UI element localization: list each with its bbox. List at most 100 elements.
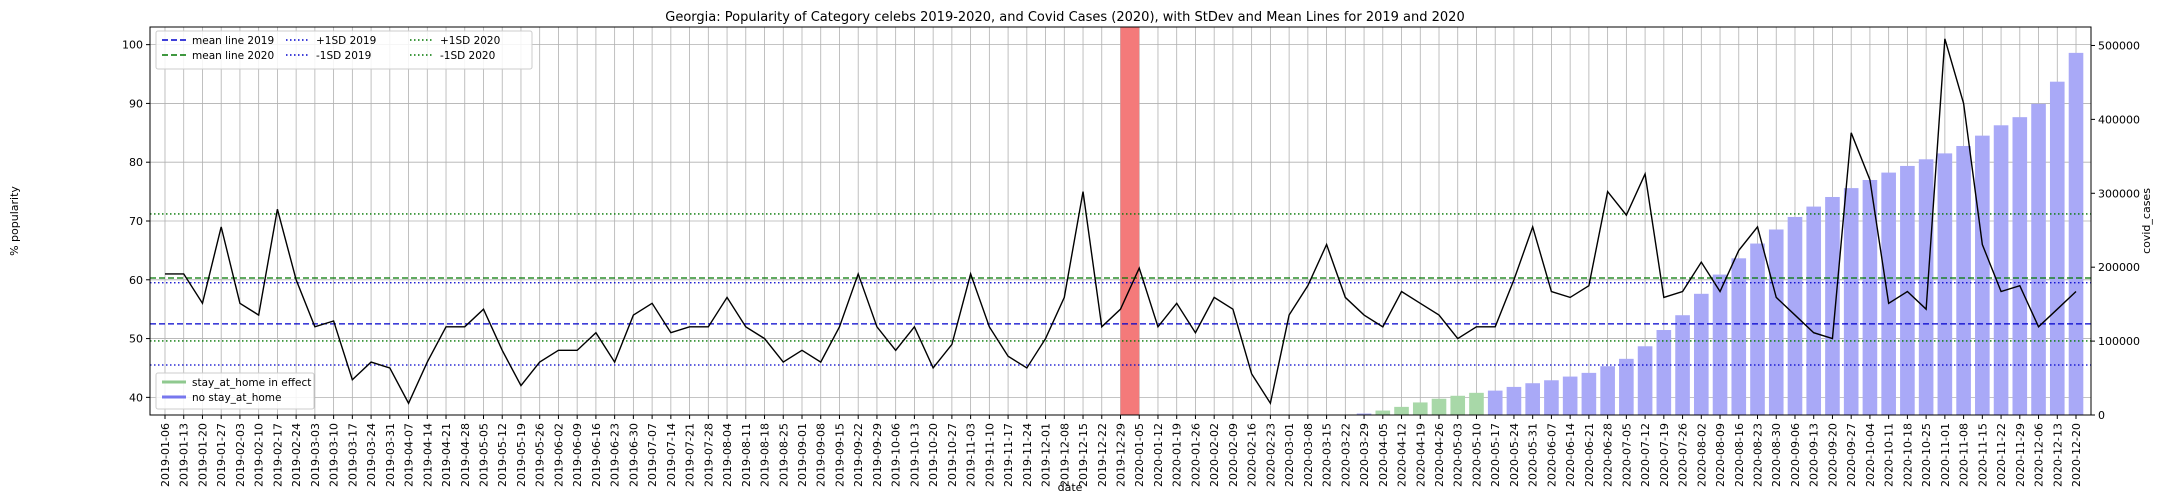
legend-label-minus1sd-2020: -1SD 2020 [440,50,495,62]
x-tick-label: 2019-12-01 [1040,423,1053,487]
x-tick-label: 2020-01-26 [1189,423,1202,487]
x-tick-label: 2020-03-08 [1302,423,1315,487]
x-tick-label: 2019-01-06 [159,423,172,487]
x-tick-label: 2020-07-05 [1620,423,1633,487]
covid-bar [2012,117,2028,415]
covid-bar-stay-at-home [1412,402,1428,415]
covid-bar [1506,386,1522,415]
x-tick-label: 2020-02-23 [1264,423,1277,487]
x-tick-label: 2019-04-21 [440,423,453,487]
x-tick-label: 2020-02-02 [1208,423,1221,487]
highlight-band-layer [1120,27,1140,415]
covid-bar [1862,179,1878,415]
x-tick-label: 2019-10-13 [908,423,921,487]
x-tick-label: 2019-11-10 [983,423,996,487]
covid-bar [1656,330,1672,415]
x-tick-label: 2020-02-09 [1227,423,1240,487]
highlight-band [1120,27,1140,415]
x-tick-label: 2020-11-29 [2014,423,2027,487]
x-tick-label: 2019-10-06 [890,423,903,487]
x-tick-label: 2020-11-08 [1958,423,1971,487]
covid-bar-stay-at-home [1431,398,1447,415]
x-tick-label: 2019-01-27 [215,423,228,487]
covid-bar [1544,380,1559,415]
x-tick-label: 2020-09-13 [1808,423,1821,487]
covid-bar [2049,81,2065,416]
x-tick-label: 2019-09-08 [815,423,828,487]
x-tick-label: 2019-09-29 [871,423,884,487]
covid-bar [1956,145,1971,415]
x-tick-label: 2019-12-22 [1096,423,1109,487]
covid-bar [1619,358,1634,415]
x-tick-label: 2020-08-16 [1733,423,1746,487]
y2-tick-label: 400000 [2098,113,2140,126]
x-tick-label: 2020-03-15 [1321,423,1334,487]
covid-bar [1581,372,1597,415]
covid-bar [1356,413,1372,415]
covid-bar [1525,383,1540,415]
covid-bar [1750,243,1765,415]
x-axis-title: date [1058,481,1083,494]
covid-bar [1693,293,1709,415]
covid-bar [1712,274,1728,415]
legend-label-plus1sd-2020: +1SD 2020 [440,35,500,47]
x-tick-label: 2020-01-19 [1171,423,1184,487]
covid-bar [1843,188,1859,415]
x-tick-label: 2019-08-25 [777,423,790,487]
y-axis-title: % popularity [8,186,21,256]
covid-bar [1731,258,1747,415]
x-tick-label: 2020-11-22 [1995,423,2008,487]
chart-title: Georgia: Popularity of Category celebs 2… [665,10,1464,25]
x-tick-label: 2019-07-14 [665,423,678,487]
x-tick-label: 2019-01-20 [196,423,209,487]
x-tick-label: 2019-07-28 [702,423,715,487]
covid-bar [1637,346,1653,415]
x-tick-label: 2019-12-15 [1077,423,1090,487]
x-tick-label: 2020-03-22 [1339,423,1352,487]
x-tick-label: 2019-08-18 [759,423,772,487]
y-tick-label: 40 [129,391,143,404]
covid-bar [1487,390,1503,415]
x-tick-label: 2019-09-22 [852,423,865,487]
x-tick-label: 2019-05-19 [515,423,528,487]
x-tick-label: 2020-09-27 [1845,423,1858,487]
x-tick-label: 2020-05-24 [1508,423,1521,487]
covid-bar [1993,125,2009,415]
covid-bar-stay-at-home [1450,395,1466,415]
x-tick-label: 2020-01-05 [1133,423,1146,487]
x-tick-label: 2019-12-29 [1115,423,1128,487]
covid-bar-stay-at-home [1375,410,1391,415]
x-tick-label: 2020-08-02 [1695,423,1708,487]
x-tick-label: 2020-09-06 [1789,423,1802,487]
covid-bar [1562,376,1578,415]
x-tick-label: 2019-06-23 [609,423,622,487]
x-tick-label: 2019-03-03 [309,423,322,487]
x-tick-label: 2019-11-17 [1002,423,1015,487]
x-tick-label: 2020-11-01 [1939,423,1952,487]
x-tick-label: 2019-08-11 [740,423,753,487]
x-tick-label: 2019-03-31 [384,423,397,487]
y2-tick-label: 200000 [2098,261,2140,274]
y-tick-label: 60 [129,274,143,287]
x-tick-label: 2020-10-18 [1901,423,1914,487]
x-tick-label: 2020-04-12 [1396,423,1409,487]
legend-lines-box [155,30,533,70]
x-tick-label: 2019-08-04 [721,423,734,487]
x-tick-label: 2019-04-14 [421,423,434,487]
x-tick-label: 2019-06-16 [590,423,603,487]
covid-bar [1900,165,1915,415]
y2-tick-label: 0 [2098,409,2105,422]
x-tick-label: 2019-02-10 [253,423,266,487]
legend-bars: stay_at_home in effect no stay_at_home [155,372,315,410]
covid-bar [1806,206,1822,415]
x-tick-label: 2020-06-07 [1545,423,1558,487]
legend-label-plus1sd-2019: +1SD 2019 [316,35,376,47]
x-tick-label: 2019-02-17 [271,423,284,487]
x-tick-label: 2019-02-03 [234,423,247,487]
x-tick-label: 2020-03-01 [1283,423,1296,487]
x-tick-label: 2019-07-21 [684,423,697,487]
y2-tick-label: 100000 [2098,335,2140,348]
x-tick-label: 2020-01-12 [1152,423,1165,487]
covid-bar [1918,159,1934,415]
x-tick-label: 2020-04-05 [1377,423,1390,487]
